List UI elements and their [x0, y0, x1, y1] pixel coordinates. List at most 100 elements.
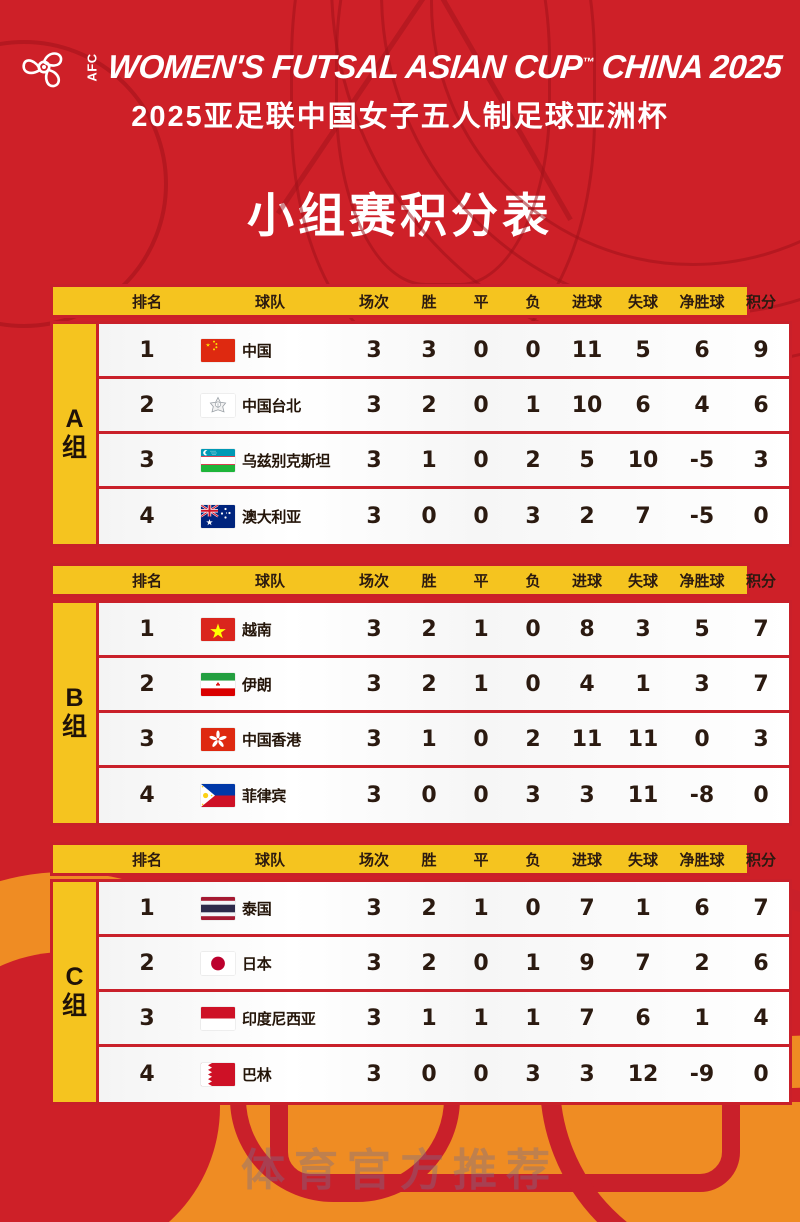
- cell-points: 0: [753, 504, 769, 529]
- cell-rank: 3: [139, 447, 155, 473]
- cell-lost: 3: [525, 504, 541, 529]
- cell-ga: 3: [635, 616, 651, 642]
- table-row[interactable]: 1 中国 3 3 0 0 11 5 6 9: [99, 324, 789, 379]
- team-name: 伊朗: [242, 675, 272, 694]
- cell-gd: 4: [694, 392, 710, 418]
- cell-rank: 2: [139, 950, 155, 976]
- cell-won: 3: [421, 337, 437, 363]
- cell-points: 3: [753, 447, 769, 473]
- column-header-won: 胜: [421, 851, 437, 869]
- flag-china-icon: [201, 338, 235, 362]
- flag-uzbekistan-icon: [201, 448, 235, 472]
- cell-gf: 2: [579, 504, 595, 529]
- cell-rank: 3: [139, 1005, 155, 1031]
- cell-gf: 7: [579, 1005, 595, 1031]
- table-row[interactable]: 4 菲律宾 3 0 0 3 3 11 -8 0: [99, 768, 789, 823]
- table-row[interactable]: 2 伊朗 3 2 1 0 4 1 3 7: [99, 658, 789, 713]
- column-header-points: 积分: [745, 851, 776, 869]
- cell-ga: 11: [627, 783, 659, 808]
- cell-points: 7: [753, 671, 769, 697]
- table-row[interactable]: 2 日本 3 2 0 1 9 7 2 6: [99, 937, 789, 992]
- table-row[interactable]: 3 乌兹别克斯坦 3 1 0 2 5 10 -5 3: [99, 434, 789, 489]
- cell-won: 2: [421, 895, 437, 921]
- cell-gd: -9: [689, 1062, 715, 1087]
- cell-gd: 1: [694, 1005, 710, 1031]
- team-name: 中国香港: [242, 730, 301, 749]
- column-header-rank: 排名: [131, 293, 162, 311]
- flag-chinese-taipei-icon: [201, 393, 235, 417]
- table-row[interactable]: 3 中国香港 3 1 0 2 11 11 0 3: [99, 713, 789, 768]
- column-header-ga: 失球: [627, 572, 658, 590]
- cell-played: 3: [366, 783, 382, 808]
- column-header-won: 胜: [421, 293, 437, 311]
- cell-ga: 1: [635, 671, 651, 697]
- flag-iran-icon: [201, 672, 235, 696]
- team-cell: 印度尼西亚: [195, 1006, 345, 1030]
- group-letter: C: [65, 962, 84, 991]
- cell-ga: 11: [627, 726, 659, 752]
- cell-points: 0: [753, 783, 769, 808]
- cell-rank: 4: [139, 1062, 155, 1087]
- team-cell: 泰国: [195, 896, 345, 920]
- team-cell: 中国: [195, 338, 345, 362]
- cell-lost: 3: [525, 783, 541, 808]
- table-row[interactable]: 3 印度尼西亚 3 1 1 1 7 6 1 4: [99, 992, 789, 1047]
- cell-rank: 3: [139, 726, 155, 752]
- group-suffix: 组: [61, 713, 87, 741]
- team-cell: 中国香港: [195, 727, 345, 751]
- cell-won: 1: [421, 447, 437, 473]
- table-row[interactable]: 1 越南 3 2 1 0 8 3 5 7: [99, 603, 789, 658]
- table-row[interactable]: 1 泰国 3 2 1 0 7 1 6 7: [99, 882, 789, 937]
- cell-lost: 3: [525, 1062, 541, 1087]
- cell-ga: 1: [635, 895, 651, 921]
- flag-vietnam-icon: [201, 617, 235, 641]
- cell-gd: -5: [689, 504, 715, 529]
- cell-gd: 6: [694, 337, 710, 363]
- cell-lost: 2: [525, 447, 541, 473]
- cell-drawn: 0: [473, 337, 489, 363]
- cell-rank: 1: [139, 337, 155, 363]
- event-host-label: CHINA 2025: [600, 48, 784, 85]
- cell-points: 7: [753, 616, 769, 642]
- cell-played: 3: [366, 392, 382, 418]
- flag-indonesia-icon: [201, 1006, 235, 1030]
- cell-rank: 1: [139, 616, 155, 642]
- column-header-row: 排名 球队 场次 胜 平 负 进球 失球 净胜球 积分: [50, 842, 776, 876]
- column-header-played: 场次: [358, 293, 389, 311]
- column-header-points: 积分: [745, 572, 776, 590]
- group-block-b: 排名 球队 场次 胜 平 负 进球 失球 净胜球 积分 B 组 1 越南 3 2 1 0 8 3 5 7 2 伊朗 3 2 1 0…: [50, 563, 792, 826]
- group-suffix: 组: [61, 992, 87, 1020]
- table-row[interactable]: 2 中国台北 3 2 0 1 10 6 4 6: [99, 379, 789, 434]
- cell-won: 1: [421, 1005, 437, 1031]
- column-header-row: 排名 球队 场次 胜 平 负 进球 失球 净胜球 积分: [50, 563, 776, 597]
- table-row[interactable]: 4 澳大利亚 3 0 0 3 2 7 -5 0: [99, 489, 789, 544]
- cell-gd: 0: [694, 726, 710, 752]
- team-name: 中国台北: [242, 396, 301, 415]
- cell-drawn: 1: [473, 895, 489, 921]
- cell-points: 4: [753, 1005, 769, 1031]
- group-letter: A: [65, 404, 84, 433]
- cell-played: 3: [366, 671, 382, 697]
- cell-drawn: 1: [473, 671, 489, 697]
- column-header-gf: 进球: [571, 572, 602, 590]
- cell-drawn: 0: [473, 447, 489, 473]
- group-block-a: 排名 球队 场次胜平负进球 失球 净胜球 积分 A 组 1 中国 3 3 0 0 11 5 6 9 2 中国台北 3…: [50, 284, 792, 547]
- team-cell: 伊朗: [195, 672, 345, 696]
- cell-rank: 4: [139, 783, 155, 808]
- column-header-drawn: 平: [473, 851, 489, 869]
- cell-won: 0: [421, 1062, 437, 1087]
- cell-lost: 0: [525, 671, 541, 697]
- cell-gd: 3: [694, 671, 710, 697]
- cell-ga: 10: [627, 447, 659, 473]
- team-name: 印度尼西亚: [242, 1009, 316, 1028]
- column-header-played: 场次: [358, 572, 389, 590]
- event-title-en-main: WOMEN'S FUTSAL ASIAN CUP: [106, 48, 584, 85]
- table-row[interactable]: 4 巴林 3 0 0 3 3 12 -9 0: [99, 1047, 789, 1102]
- cell-drawn: 1: [473, 616, 489, 642]
- column-header-lost: 负: [525, 851, 541, 869]
- cell-played: 3: [366, 504, 382, 529]
